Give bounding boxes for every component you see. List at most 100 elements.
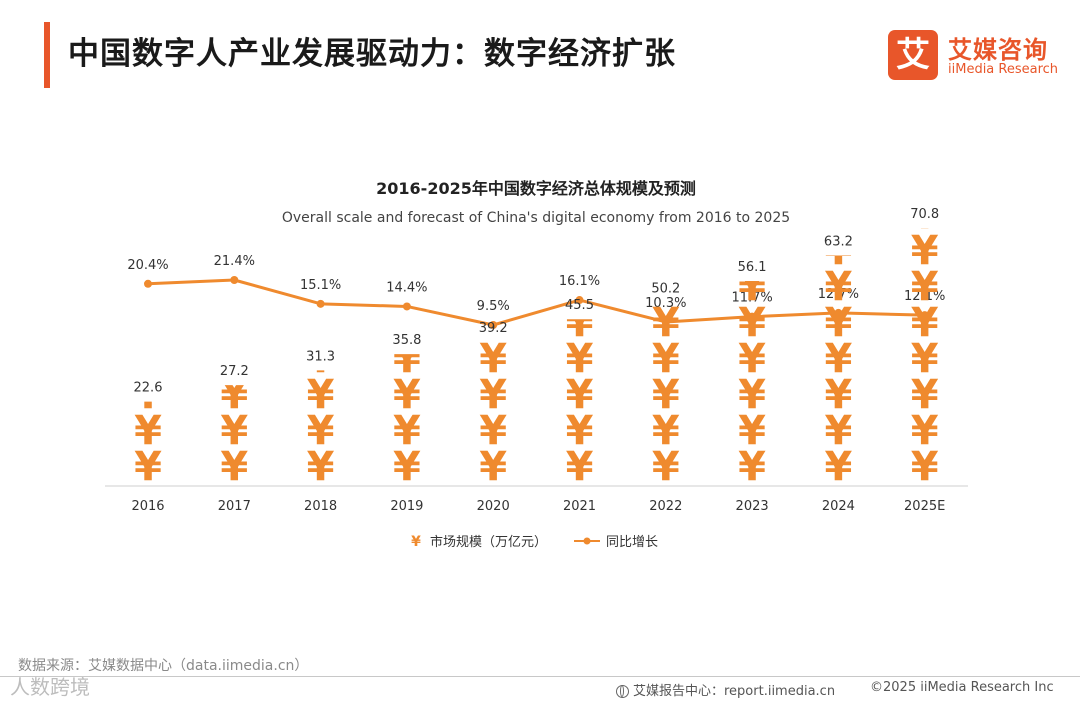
market-size-label: 50.2 [651, 281, 680, 296]
yen-icon: ¥ [307, 372, 335, 418]
growth-label: 14.4% [386, 280, 427, 295]
yen-icon: ¥ [911, 408, 939, 454]
yen-icon: ¥ [566, 444, 594, 490]
report-center-link[interactable]: 艾媒报告中心：report.iimedia.cn [616, 680, 835, 699]
market-size-label: 35.8 [392, 333, 421, 348]
market-size-bar: ¥¥¥¥¥¥50.2 [651, 264, 680, 490]
growth-label: 10.3% [645, 296, 686, 311]
yen-icon: ¥ [824, 372, 852, 418]
x-tick-label: 2018 [304, 499, 337, 514]
market-size-label: 22.6 [134, 381, 163, 396]
market-size-bar: ¥¥¥¥39.2 [479, 321, 508, 490]
market-size-bar: ¥¥¥22.6 [134, 372, 163, 490]
yen-icon: ¥ [566, 408, 594, 454]
copyright: ©2025 iiMedia Research Inc [870, 680, 1054, 695]
legend-yen-icon: ¥ [411, 534, 421, 550]
chart-legend: ¥ 市场规模（万亿元） 同比增长 [411, 534, 658, 550]
yen-icon: ¥ [134, 372, 162, 418]
growth-point [489, 321, 498, 329]
x-tick-label: 2022 [649, 499, 682, 514]
yen-icon: ¥ [479, 444, 507, 490]
yen-icon: ¥ [824, 300, 852, 346]
x-tick-label: 2019 [390, 499, 423, 514]
legend-point-icon [583, 537, 591, 545]
market-size-label: 31.3 [306, 349, 335, 364]
yen-icon: ¥ [911, 336, 939, 382]
yen-icon: ¥ [911, 372, 939, 418]
yen-icon: ¥ [738, 300, 766, 346]
growth-point [402, 302, 411, 311]
x-tick-label: 2025E [904, 499, 945, 514]
yen-icon: ¥ [738, 408, 766, 454]
x-tick-label: 2021 [563, 499, 596, 514]
growth-point [230, 276, 239, 284]
x-tick-label: 2023 [736, 499, 769, 514]
yen-icon: ¥ [911, 444, 939, 490]
x-tick-label: 2024 [822, 499, 855, 514]
chart-subtitle: Overall scale and forecast of China's di… [282, 210, 790, 226]
yen-icon: ¥ [134, 444, 162, 490]
yen-icon: ¥ [393, 336, 421, 382]
yen-icon: ¥ [738, 372, 766, 418]
title-accent-bar [44, 22, 50, 88]
yen-icon: ¥ [824, 444, 852, 490]
market-size-bar: ¥¥¥¥¥¥¥¥70.8 [910, 192, 939, 490]
market-size-bar: ¥¥¥¥¥¥¥63.2 [824, 228, 853, 490]
yen-icon: ¥ [824, 264, 852, 310]
market-size-bar: ¥¥¥¥35.8 [392, 333, 421, 490]
yen-icon: ¥ [652, 372, 680, 418]
yen-icon: ¥ [134, 408, 162, 454]
yen-icon: ¥ [393, 444, 421, 490]
market-size-bar: ¥¥¥¥¥¥56.1 [738, 260, 767, 490]
legend-market-size: 市场规模（万亿元） [430, 534, 547, 550]
market-size-label: 27.2 [220, 364, 249, 379]
yen-icon: ¥ [911, 264, 939, 310]
yen-icon: ¥ [393, 372, 421, 418]
growth-label: 15.1% [300, 278, 341, 293]
growth-label: 20.4% [127, 258, 168, 273]
report-center-text: 艾媒报告中心：report.iimedia.cn [633, 684, 836, 699]
watermark: 人数跨境 [10, 675, 90, 699]
market-size-label: 56.1 [738, 260, 767, 275]
yen-icon: ¥ [307, 336, 335, 382]
data-source-note: 数据来源：艾媒数据中心（data.iimedia.cn） [18, 658, 309, 674]
yen-icon: ¥ [738, 336, 766, 382]
growth-point [834, 308, 843, 317]
logo-chinese-text: 艾媒咨询 [948, 36, 1048, 64]
market-size-bar: ¥¥¥27.2 [220, 364, 249, 490]
yen-icon: ¥ [220, 372, 248, 418]
growth-point [575, 296, 584, 305]
chart-title: 2016-2025年中国数字经济总体规模及预测 [376, 179, 696, 198]
x-tick-label: 2016 [131, 499, 164, 514]
yen-icon: ¥ [307, 408, 335, 454]
page-title: 中国数字人产业发展驱动力：数字经济扩张 [68, 36, 676, 72]
x-tick-label: 2017 [218, 499, 251, 514]
growth-point [316, 299, 325, 308]
growth-label: 16.1% [559, 274, 600, 289]
yen-icon: ¥ [824, 408, 852, 454]
market-size-bar: ¥¥¥¥31.3 [306, 336, 335, 490]
yen-icon: ¥ [911, 300, 939, 346]
yen-icon: ¥ [307, 444, 335, 490]
growth-label: 11.7% [731, 291, 772, 306]
growth-point [144, 279, 152, 288]
iimedia-logo[interactable]: 艾 艾媒咨询 iiMedia Research [888, 30, 1068, 82]
yen-icon: ¥ [911, 192, 939, 238]
market-size-bar: ¥¥¥¥¥45.5 [565, 298, 594, 490]
x-tick-label: 2020 [477, 499, 510, 514]
growth-label: 9.5% [477, 299, 510, 314]
yen-icon: ¥ [566, 300, 594, 346]
market-size-label: 70.8 [910, 207, 939, 222]
yen-icon: ¥ [652, 264, 680, 310]
yen-icon: ¥ [824, 228, 852, 274]
market-size-label: 45.5 [565, 298, 594, 313]
globe-icon [616, 685, 629, 698]
market-size-label: 39.2 [479, 321, 508, 336]
growth-label: 12.7% [818, 287, 859, 302]
yen-icon: ¥ [566, 336, 594, 382]
growth-point [920, 311, 929, 320]
yen-icon: ¥ [566, 372, 594, 418]
yen-icon: ¥ [738, 444, 766, 490]
yen-icon: ¥ [479, 372, 507, 418]
yen-icon: ¥ [479, 336, 507, 382]
